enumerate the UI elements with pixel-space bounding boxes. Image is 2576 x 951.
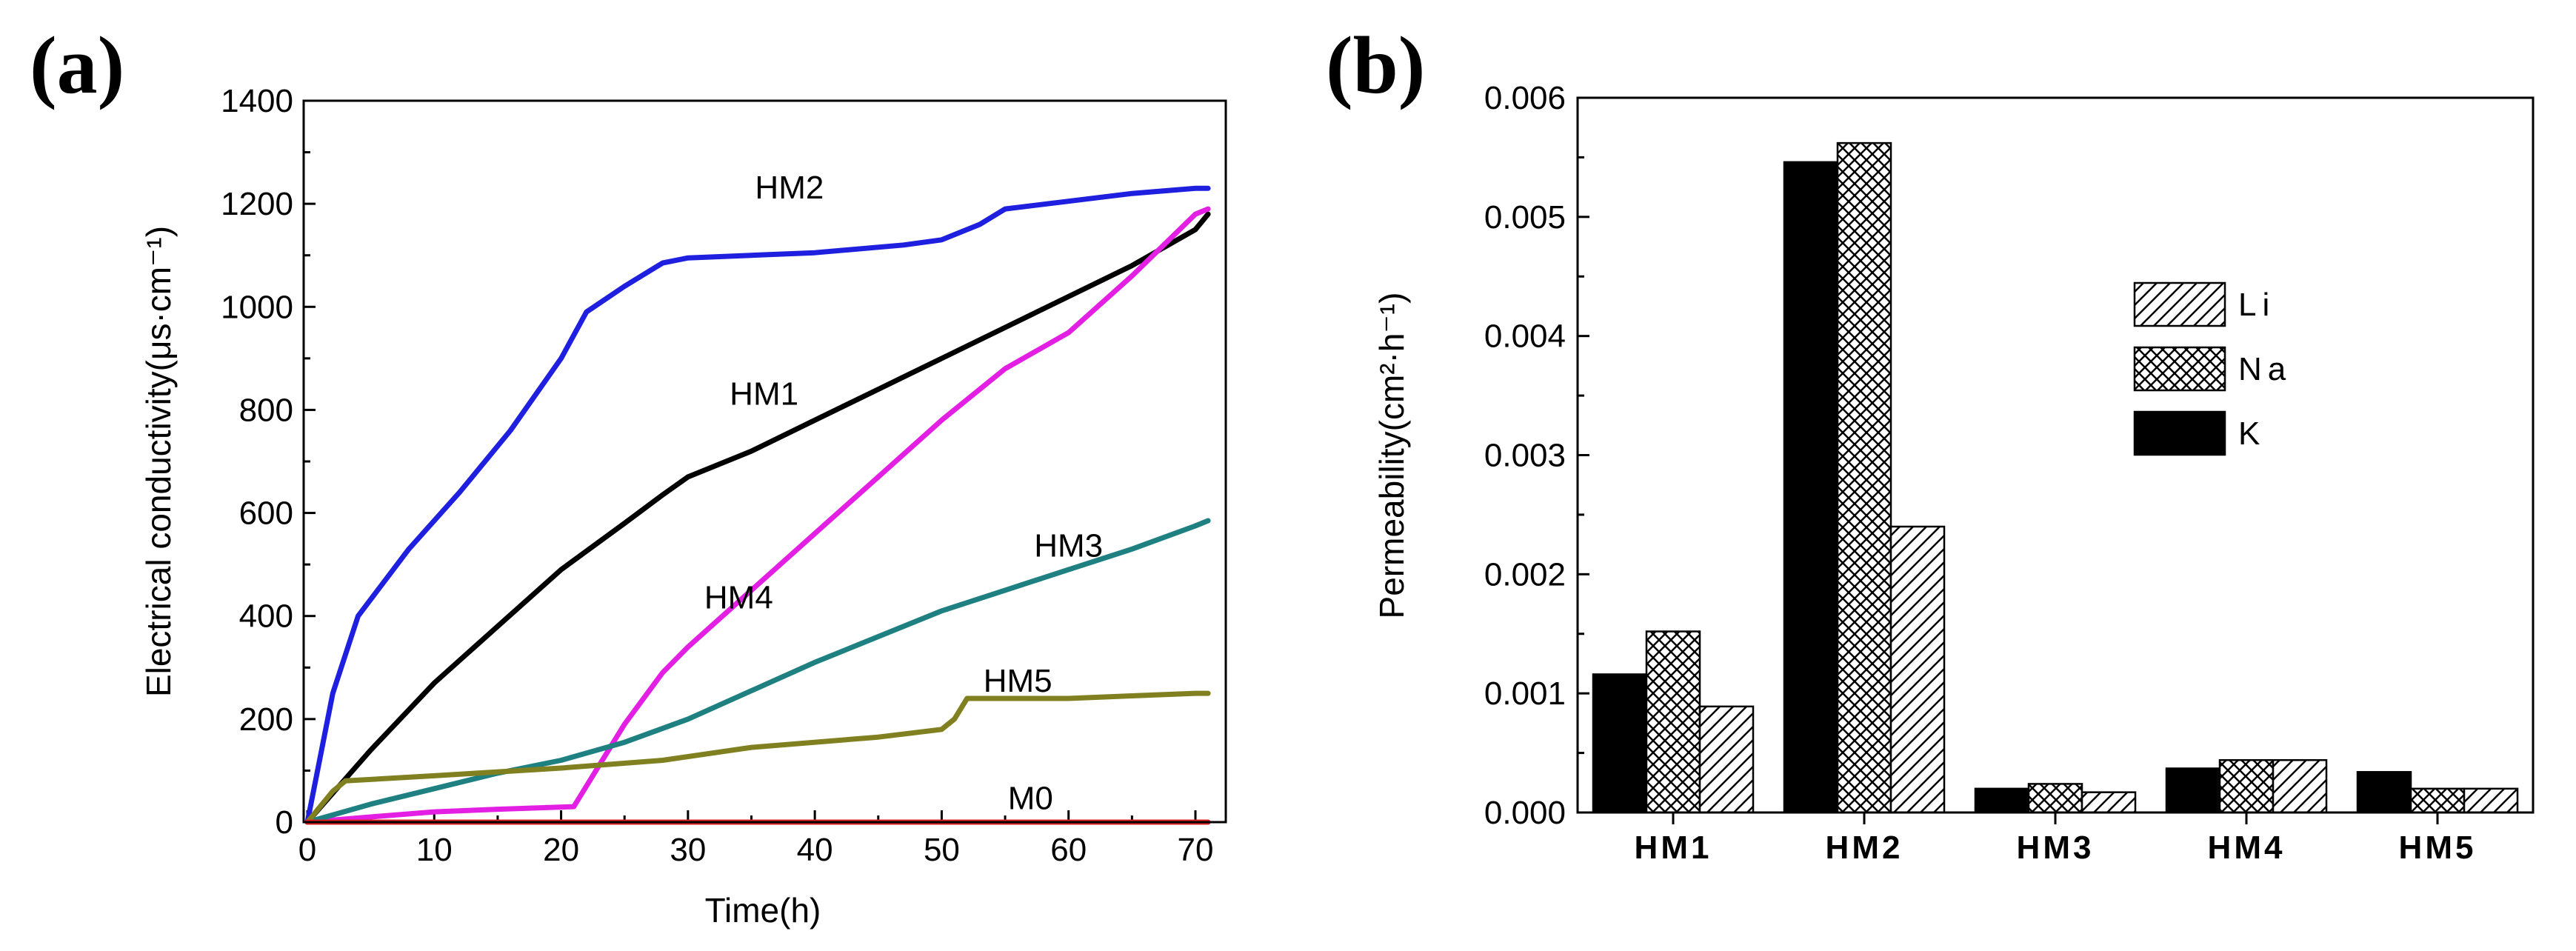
legend-swatch-li [2133, 281, 2226, 327]
series-line-hm2 [304, 185, 1211, 825]
panel-b-y-tick-label: 0.004 [1484, 318, 1566, 355]
series-line-hm3 [304, 518, 1211, 825]
panel-b-bar-chart: (b) 0.000 0.001 0.002 0.003 0.004 0.005 0.006 H… [1326, 20, 2535, 866]
legend-label-li: Li [2238, 287, 2275, 323]
panel-a-x-tick-label: 10 [416, 832, 453, 868]
bar-hm2-na [1836, 141, 1892, 814]
panel-b-legend: Li Na K [2133, 281, 2292, 456]
series-line-hm5 [304, 690, 1211, 825]
bar-hm4-k [2165, 767, 2221, 814]
panel-a-x-axis-title: Time(h) [705, 891, 821, 930]
panel-b-y-tick-label: 0.001 [1484, 675, 1566, 712]
series-label-hm1: HM1 [730, 376, 798, 412]
bar-hm5-li [2463, 787, 2519, 814]
series-line-hm1 [304, 211, 1211, 825]
legend-swatch-k [2133, 410, 2226, 456]
panel-b-x-tick-label: HM4 [2208, 830, 2286, 866]
legend-label-na: Na [2238, 351, 2292, 387]
bar-hm3-na [2027, 783, 2083, 814]
panel-a-y-tick-label: 600 [239, 495, 293, 532]
panel-a-x-tick-label: 60 [1050, 832, 1087, 868]
panel-a-y-tick-label: 200 [239, 701, 293, 738]
panel-a-y-tick-label: 0 [276, 804, 293, 841]
panel-b-y-axis-title: Permeability(cm²·h⁻¹) [1372, 293, 1411, 619]
panel-a-line-chart: (a) 0 10 20 30 40 50 60 70 0 200 400 600 800 1000 1200… [30, 20, 1227, 930]
panel-a-label: (a) [30, 20, 124, 110]
series-label-hm4: HM4 [704, 579, 773, 615]
legend-swatch-na [2133, 346, 2226, 392]
panel-a-plot-frame [302, 99, 1227, 824]
panel-b-plot-frame [1576, 96, 2535, 814]
panel-a-x-tick-label: 0 [298, 832, 316, 868]
series-label-hm3: HM3 [1034, 528, 1103, 564]
bar-hm1-na [1645, 630, 1701, 814]
panel-b-y-tick-label: 0.003 [1484, 438, 1566, 474]
panel-a-x-tick-label: 70 [1178, 832, 1214, 868]
series-label-m0: M0 [1008, 781, 1053, 817]
bar-hm5-k [2356, 771, 2412, 814]
legend-label-k: K [2238, 416, 2266, 452]
series-line-hm4 [304, 206, 1211, 825]
bar-hm4-li [2272, 758, 2328, 814]
bar-hm3-k [1974, 787, 2030, 814]
series-label-hm5: HM5 [984, 663, 1052, 699]
series-label-hm2: HM2 [755, 170, 824, 206]
panel-a-y-tick-label: 800 [239, 392, 293, 428]
panel-b-x-tick-label: HM3 [2017, 830, 2095, 866]
panel-a-y-tick-label: 1400 [221, 83, 293, 119]
panel-a-x-tick-label: 50 [924, 832, 960, 868]
panel-a-x-tick-label: 30 [670, 832, 706, 868]
panel-b-y-tick-label: 0.000 [1484, 795, 1566, 831]
bar-hm3-li [2081, 791, 2137, 814]
panel-a-y-tick-label: 400 [239, 598, 293, 635]
panel-a-y-tick-label: 1000 [221, 289, 293, 325]
panel-a-y-tick-label: 1200 [221, 186, 293, 222]
bar-hm2-k [1783, 161, 1839, 814]
bar-hm2-li [1889, 525, 1946, 814]
panel-b-label: (b) [1326, 20, 1425, 110]
panel-b-y-tick-label: 0.002 [1484, 556, 1566, 593]
bar-hm1-k [1592, 673, 1648, 814]
panel-b-x-tick-label: HM1 [1635, 830, 1712, 866]
panel-b-x-tick-label: HM2 [1826, 830, 1903, 866]
panel-a-y-axis-title: Electrical conductivity(μs·cm⁻¹) [139, 226, 178, 697]
panel-b-y-tick-label: 0.005 [1484, 199, 1566, 236]
bar-hm1-li [1698, 705, 1755, 814]
panel-b-y-tick-label: 0.006 [1484, 80, 1566, 116]
bar-hm4-na [2218, 758, 2275, 814]
bar-hm5-na [2409, 787, 2466, 814]
panel-a-x-tick-label: 40 [797, 832, 833, 868]
panel-a-x-tick-label: 20 [543, 832, 579, 868]
panel-b-x-tick-label: HM5 [2399, 830, 2477, 866]
